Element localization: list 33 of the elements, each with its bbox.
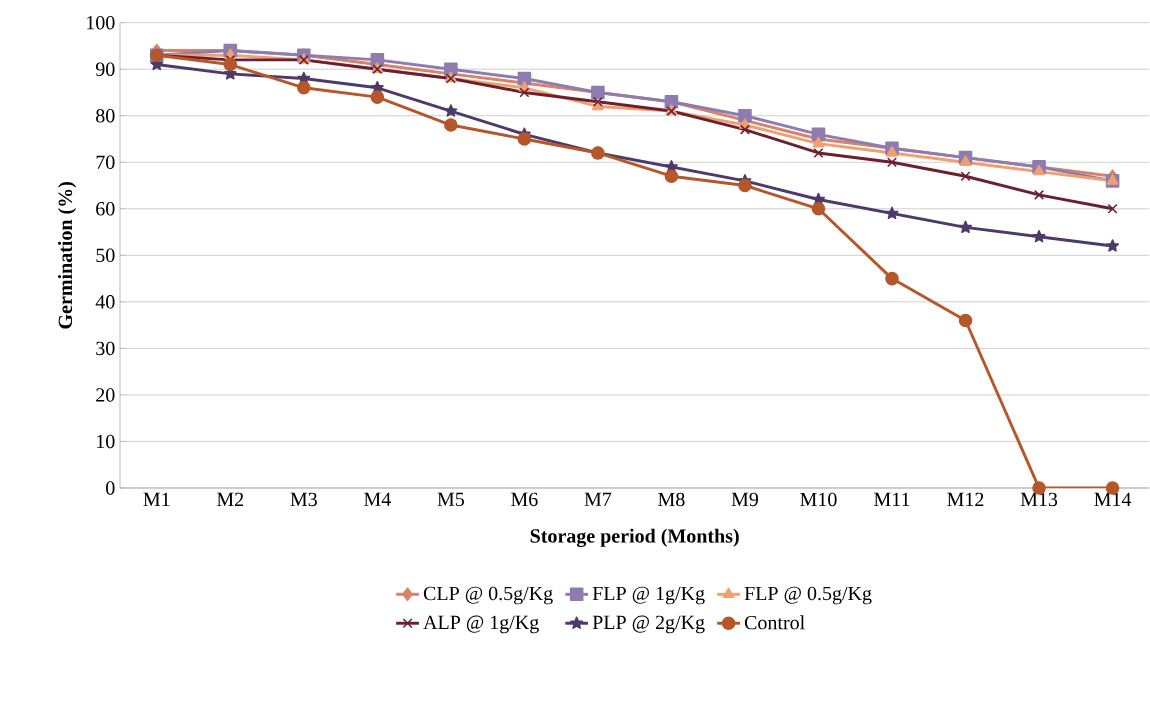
y-axis-title: Germination (%) [58,182,77,329]
y-tick-label: 100 [87,15,115,30]
y-tick-label: 10 [97,434,115,449]
x-tick-label: M11 [874,492,910,506]
x-tick-label: M10 [800,492,837,507]
y-tick-label: 90 [95,62,115,76]
x-tick-label: M5 [437,492,464,506]
y-tick-label: 0 [106,481,115,495]
x-tick-label: M3 [290,492,317,507]
x-axis-title: Storage period (Months) [530,528,739,547]
legend-label: PLP @ 2g/Kg [592,615,705,634]
x-tick-label: M6 [511,492,538,507]
x-tick-label: M13 [1020,492,1058,507]
legend-label: Control [744,615,805,630]
x-tick-label: M14 [1094,492,1132,506]
y-tick-label: 30 [96,341,115,356]
x-tick-label: M12 [947,492,984,506]
legend-label: CLP @ 0.5g/Kg [423,586,553,605]
y-tick-label: 70 [96,155,115,169]
x-tick-label: M2 [216,492,244,506]
y-tick-label: 40 [95,295,115,309]
y-tick-label: 20 [96,388,115,402]
x-tick-label: M9 [731,492,759,507]
legend-label: ALP @ 1g/Kg [423,615,539,634]
x-tick-label: M8 [658,492,685,507]
legend-label: FLP @ 1g/Kg [592,586,705,605]
y-tick-label: 80 [96,108,115,123]
y-tick-label: 60 [96,202,115,216]
x-tick-label: M4 [364,492,391,506]
x-tick-label: M7 [584,492,612,506]
y-tick-label: 50 [96,248,115,263]
x-tick-label: M1 [143,492,170,506]
legend-label: FLP @ 0.5g/Kg [744,586,872,605]
